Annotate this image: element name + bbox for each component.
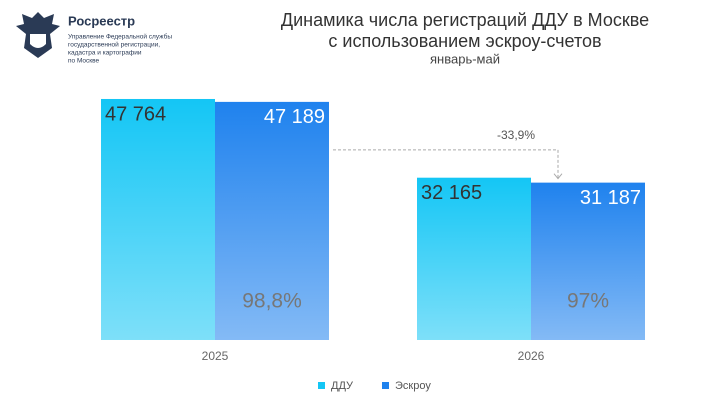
value-label: 32 165 [421,182,482,204]
value-label: 47 764 [105,103,166,125]
chart-title: Динамика числа регистраций ДДУ в Москве [281,10,649,30]
org-subtitle: по Москве [68,58,100,65]
annotation: -33,9% [497,128,535,142]
chart-title: с использованием эскроу-счетов [328,31,601,51]
x-tick-label: 2026 [518,349,545,363]
legend-label: ДДУ [331,380,354,392]
org-subtitle: кадастра и картографии [68,50,142,57]
logo: Росреестр Управление Федеральной службы … [16,12,172,65]
bar-shine [215,101,329,340]
legend-swatch [382,382,389,389]
bar-shine [417,177,531,340]
emblem-shield [30,34,46,48]
x-tick-label: 2025 [202,349,229,363]
org-name: Росреестр [68,13,135,28]
annotation: 97% [567,290,609,313]
annotation: 98,8% [242,290,302,313]
chart-subtitle: январь-май [430,51,500,66]
bar-shine [531,182,645,340]
bar-shine [101,98,215,341]
arrow-head [553,173,563,180]
legend-label: Эскроу [395,380,431,392]
org-subtitle: государственной регистрации, [68,41,160,49]
org-subtitle: Управление Федеральной службы [68,33,172,41]
value-label: 31 187 [580,187,641,209]
change-arrow [333,149,559,179]
value-label: 47 189 [264,106,325,128]
legend-swatch [318,382,325,389]
